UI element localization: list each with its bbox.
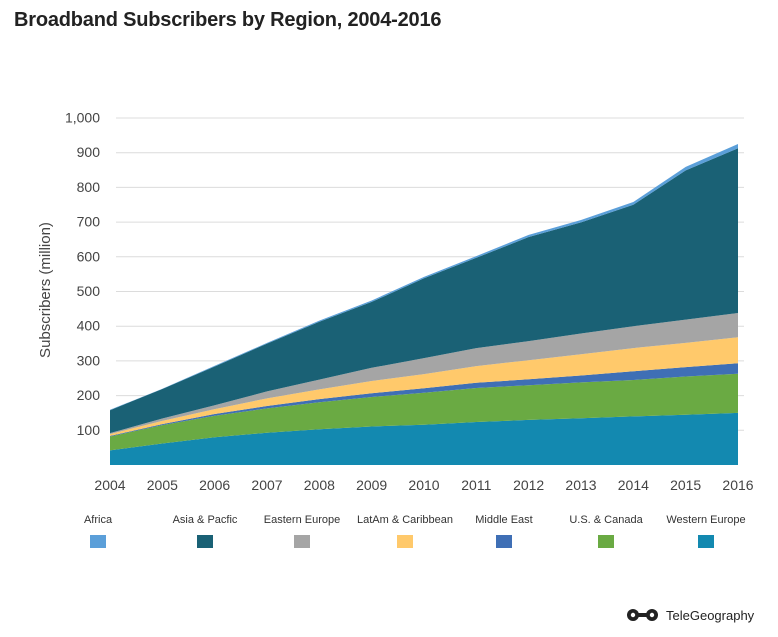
legend-item-u-s-and-canada: U.S. & Canada — [546, 514, 666, 548]
y-tick-label: 900 — [77, 144, 101, 160]
y-tick-label: 200 — [77, 387, 101, 403]
legend-item-asia-and-pacific: Asia & Pacfic — [145, 514, 265, 548]
legend-label: U.S. & Canada — [569, 514, 643, 526]
x-tick-label: 2005 — [147, 477, 178, 493]
footer-brand: TeleGeography — [666, 607, 755, 623]
axes: 100 200 300 400 500 600 700 800 900 1,000 Subscrib… — [37, 110, 754, 494]
x-tick-label: 2016 — [722, 477, 753, 493]
legend-swatch — [197, 535, 213, 548]
legend-swatch — [698, 535, 714, 548]
legend-item-eastern-europe: Eastern Europe — [242, 514, 362, 548]
legend-label: Western Europe — [666, 514, 746, 526]
y-tick-label: 300 — [77, 352, 101, 368]
legend-swatch — [294, 535, 310, 548]
y-tick-label: 700 — [77, 214, 101, 230]
x-tick-label: 2011 — [461, 477, 491, 493]
area-eastern-europe — [110, 313, 738, 435]
x-tick-label: 2008 — [304, 477, 335, 493]
legend-swatch — [397, 535, 413, 548]
area-western-europe — [110, 412, 738, 465]
x-tick-label: 2007 — [251, 477, 282, 493]
area-africa — [110, 144, 738, 411]
legend-swatch — [496, 535, 512, 548]
x-tick-label: 2013 — [565, 477, 596, 493]
x-tick-label: 2010 — [408, 477, 439, 493]
legend-label: Middle East — [475, 514, 533, 526]
area-asia-and-pacific — [110, 148, 738, 434]
legend-swatch — [90, 535, 106, 548]
y-axis-label: Subscribers (million) — [37, 222, 54, 358]
legend-item-africa: Africa — [38, 514, 158, 548]
y-tick-label: 800 — [77, 179, 101, 195]
legend-label: LatAm & Caribbean — [357, 514, 453, 526]
x-tick-label: 2009 — [356, 477, 387, 493]
x-tick-label: 2015 — [670, 477, 701, 493]
telegeography-logo-icon — [627, 609, 658, 621]
area-series — [110, 144, 738, 465]
legend-label: Eastern Europe — [263, 514, 341, 526]
area-middle-east — [110, 363, 738, 437]
y-tick-label: 600 — [77, 248, 101, 264]
x-tick-label: 2014 — [618, 477, 649, 493]
footer: TeleGeography — [626, 606, 754, 624]
legend-swatch — [598, 535, 614, 548]
y-tick-label: 1,000 — [65, 110, 100, 126]
legend-item-middle-east: Middle East — [444, 514, 564, 548]
area-latam-and-caribbean — [110, 337, 738, 436]
x-tick-label: 2012 — [513, 477, 544, 493]
area-u-s-and-canada — [110, 373, 738, 451]
chart-title: Broadband Subscribers by Region, 2004-20… — [14, 9, 442, 31]
y-tick-label: 400 — [77, 318, 101, 334]
legend-label: Asia & Pacfic — [172, 514, 238, 526]
legend-item-western-europe: Western Europe — [646, 514, 766, 548]
x-tick-label: 2004 — [94, 477, 125, 493]
legend-label: Africa — [83, 514, 113, 526]
chart: 100 200 300 400 500 600 700 800 900 1,000 Subscrib… — [37, 110, 754, 494]
y-tick-label: 100 — [77, 422, 101, 438]
y-tick-label: 500 — [77, 283, 101, 299]
legend-item-latam-and-caribbean: LatAm & Caribbean — [345, 514, 465, 548]
x-tick-label: 2006 — [199, 477, 230, 493]
